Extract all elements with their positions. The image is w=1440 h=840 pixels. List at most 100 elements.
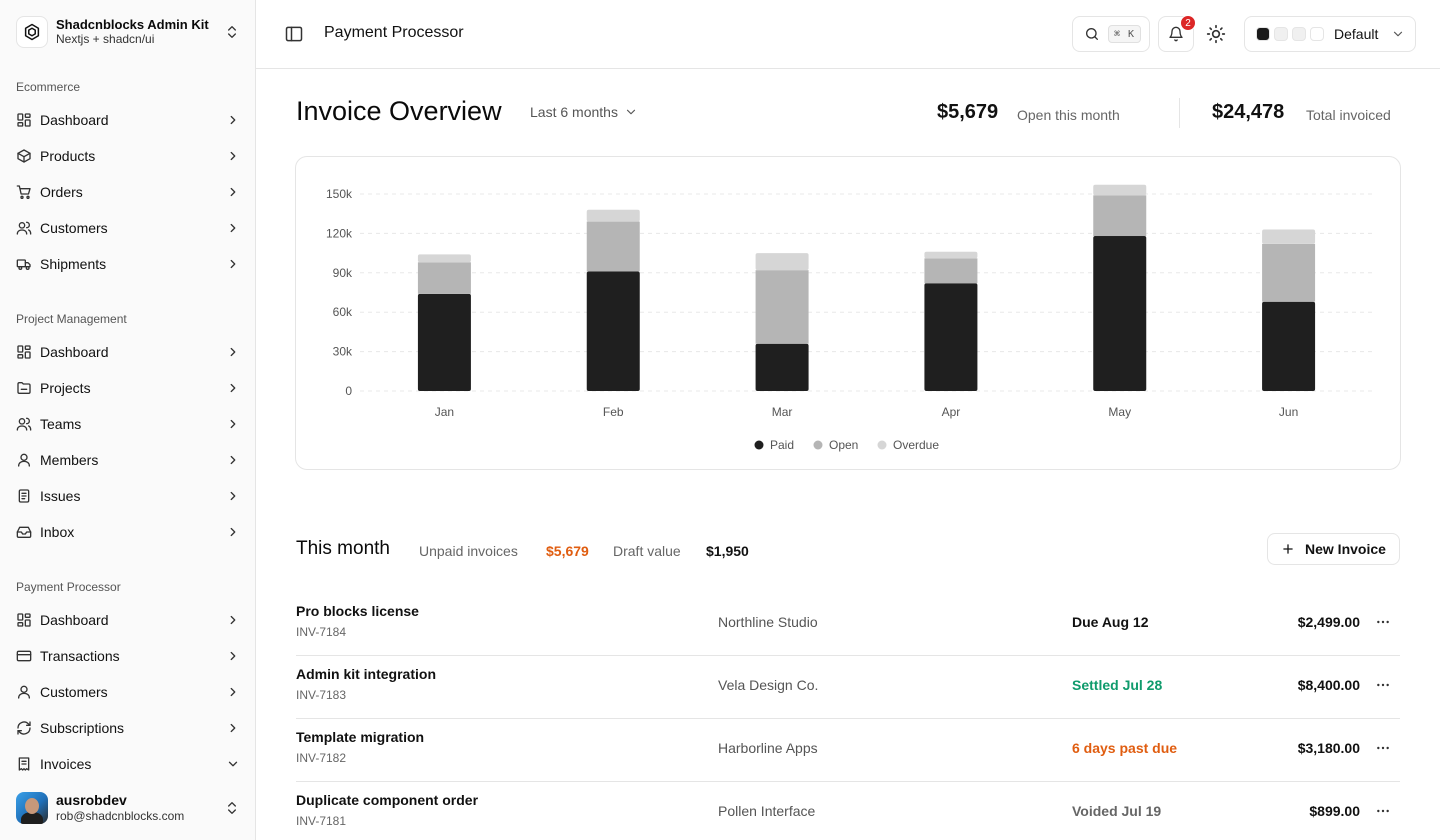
this-month-title: This month <box>296 538 390 559</box>
chevron-right-icon <box>230 187 236 197</box>
sidebar-item-dashboard[interactable]: Dashboard <box>8 104 248 136</box>
x-tick-label: May <box>1108 405 1131 419</box>
theme-swatch <box>1310 27 1324 41</box>
chevron-right-icon <box>230 223 236 233</box>
table-row[interactable]: Pro blocks license INV-7184 Northline Stud… <box>296 593 1400 656</box>
bar-paid-apr <box>924 283 978 391</box>
date-range-select[interactable]: Last 6 months <box>530 104 638 120</box>
bar-paid-may <box>1093 236 1147 391</box>
legend-label-overdue: Overdue <box>893 438 939 452</box>
sidebar: Shadcnblocks Admin Kit Nextjs + shadcn/u… <box>0 0 256 840</box>
chevron-down-icon <box>228 761 238 767</box>
page-title: Payment Processor <box>324 24 464 41</box>
table-row[interactable]: Admin kit integration INV-7183 Vela Design… <box>296 656 1400 719</box>
invoice-chart-card: 0 30k 60k 90k 120k 150k Jan Feb Mar Apr May Jun Paid… <box>295 156 1401 470</box>
sidebar-item-products[interactable]: Products <box>8 140 248 172</box>
avatar <box>16 792 48 824</box>
notifications-button[interactable]: 2 <box>1158 15 1196 52</box>
sidebar-item-members[interactable]: Members <box>8 444 248 476</box>
sidebar-item-subscriptions[interactable]: Subscriptions <box>8 712 248 744</box>
unpaid-invoices-label: Unpaid invoices <box>419 543 518 559</box>
sidebar-item-teams[interactable]: Teams <box>8 408 248 440</box>
sidebar-item-invoices[interactable]: Invoices <box>8 748 248 780</box>
bar-open-jun <box>1262 243 1316 302</box>
box-icon <box>17 149 31 163</box>
sidebar-item-dashboard[interactable]: Dashboard <box>8 604 248 636</box>
sidebar-item-customers[interactable]: Customers <box>8 212 248 244</box>
sidebar-item-customers[interactable]: Customers <box>8 676 248 708</box>
legend-label-paid: Paid <box>770 438 794 452</box>
invoice-name: Admin kit integration <box>296 666 436 682</box>
sidebar-item-dashboard[interactable]: Dashboard <box>8 336 248 368</box>
sidebar-toggle-icon[interactable] <box>284 24 304 44</box>
users-icon <box>16 417 32 431</box>
legend-swatch-overdue <box>877 440 887 450</box>
folder-icon <box>17 382 31 394</box>
draft-value: $1,950 <box>706 543 749 559</box>
invoice-amount: $2,499.00 <box>1297 614 1360 630</box>
chevron-right-icon <box>230 383 236 393</box>
overview-title: Invoice Overview <box>296 96 502 126</box>
invoice-id: INV-7181 <box>296 814 347 828</box>
chevron-right-icon <box>230 687 236 697</box>
search-button[interactable]: ⌘ K <box>1072 16 1150 52</box>
bar-paid-jan <box>417 293 471 391</box>
theme-select[interactable]: Default <box>1244 16 1416 52</box>
team-logo-icon <box>16 16 48 48</box>
sidebar-item-label: Projects <box>40 380 91 396</box>
sidebar-item-projects[interactable]: Projects <box>8 372 248 404</box>
invoice-status: Settled Jul 28 <box>1072 677 1163 693</box>
sidebar-item-transactions[interactable]: Transactions <box>8 640 248 672</box>
sidebar-item-label: Products <box>40 148 96 164</box>
unpaid-invoices-value: $5,679 <box>546 543 589 559</box>
bar-paid-mar <box>755 343 809 391</box>
invoice-name: Template migration <box>296 729 425 745</box>
sidebar-item-inbox[interactable]: Inbox <box>8 516 248 548</box>
chevron-right-icon <box>230 455 236 465</box>
bar-open-feb <box>586 221 640 272</box>
ellipsis-icon <box>1377 683 1389 687</box>
theme-swatch <box>1292 27 1306 41</box>
new-invoice-label: New Invoice <box>1305 541 1386 557</box>
sidebar-group-label: Payment Processor <box>16 580 121 594</box>
search-icon <box>1086 28 1098 40</box>
chevron-right-icon <box>230 115 236 125</box>
chevron-right-icon <box>230 491 236 501</box>
receipt-icon <box>18 757 30 771</box>
more-actions-button[interactable] <box>1374 802 1392 820</box>
more-actions-button[interactable] <box>1374 739 1392 757</box>
theme-swatch <box>1256 27 1270 41</box>
invoice-id: INV-7183 <box>296 688 347 702</box>
bar-overdue-feb <box>586 209 640 222</box>
bar-overdue-may <box>1093 184 1147 196</box>
bar-paid-feb <box>586 271 640 391</box>
table-row[interactable]: Template migration INV-7182 Harborline App… <box>296 719 1400 782</box>
user-name: ausrobdev <box>56 792 127 808</box>
x-tick-label: Jun <box>1279 405 1298 419</box>
user-menu[interactable]: ausrobdev rob@shadcnblocks.com <box>8 788 248 828</box>
sidebar-item-label: Orders <box>40 184 83 200</box>
sidebar-item-label: Customers <box>40 220 108 236</box>
total-invoiced-value: $24,478 <box>1212 101 1285 123</box>
invoice-bar-chart: 0 30k 60k 90k 120k 150k Jan Feb Mar Apr May Jun Paid… <box>326 184 1373 452</box>
sidebar-item-issues[interactable]: Issues <box>8 480 248 512</box>
more-actions-button[interactable] <box>1374 613 1392 631</box>
sun-icon[interactable] <box>1206 24 1226 44</box>
sidebar-item-orders[interactable]: Orders <box>8 176 248 208</box>
table-row[interactable]: Duplicate component order INV-7181 Pollen … <box>296 782 1400 840</box>
sidebar-item-label: Members <box>40 452 99 468</box>
new-invoice-button[interactable]: New Invoice <box>1267 533 1400 565</box>
chevron-right-icon <box>230 527 236 537</box>
invoice-amount: $899.00 <box>1309 803 1360 819</box>
bar-overdue-apr <box>924 251 978 259</box>
team-switcher[interactable]: Shadcnblocks Admin Kit Nextjs + shadcn/u… <box>8 8 248 56</box>
sidebar-group-label: Project Management <box>16 312 127 326</box>
sidebar-item-shipments[interactable]: Shipments <box>8 248 248 280</box>
truck-icon <box>16 259 31 270</box>
chevrons-up-down-icon <box>228 26 236 38</box>
x-tick-label: Jan <box>435 405 454 419</box>
date-range-label: Last 6 months <box>530 104 618 120</box>
team-name: Shadcnblocks Admin Kit <box>56 17 209 32</box>
more-actions-button[interactable] <box>1374 676 1392 694</box>
refresh-icon <box>17 721 31 735</box>
